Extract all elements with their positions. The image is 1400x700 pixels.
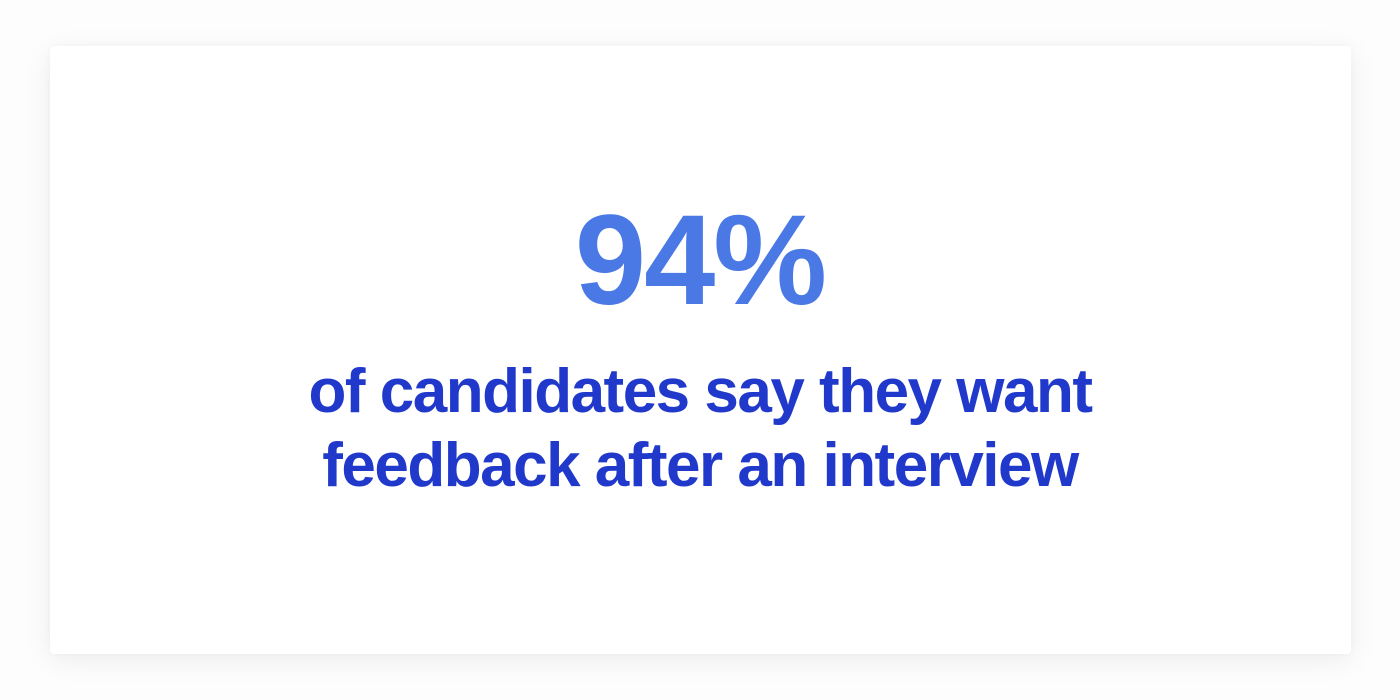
stat-value: 94% — [574, 188, 827, 332]
stat-card: 94% of candidates say they want feedback… — [49, 46, 1351, 654]
stat-description: of candidates say they want feedback aft… — [308, 355, 1093, 504]
stat-description-line-2: feedback after an interview — [322, 431, 1079, 500]
stat-description-line-1: of candidates say they want — [308, 356, 1093, 426]
